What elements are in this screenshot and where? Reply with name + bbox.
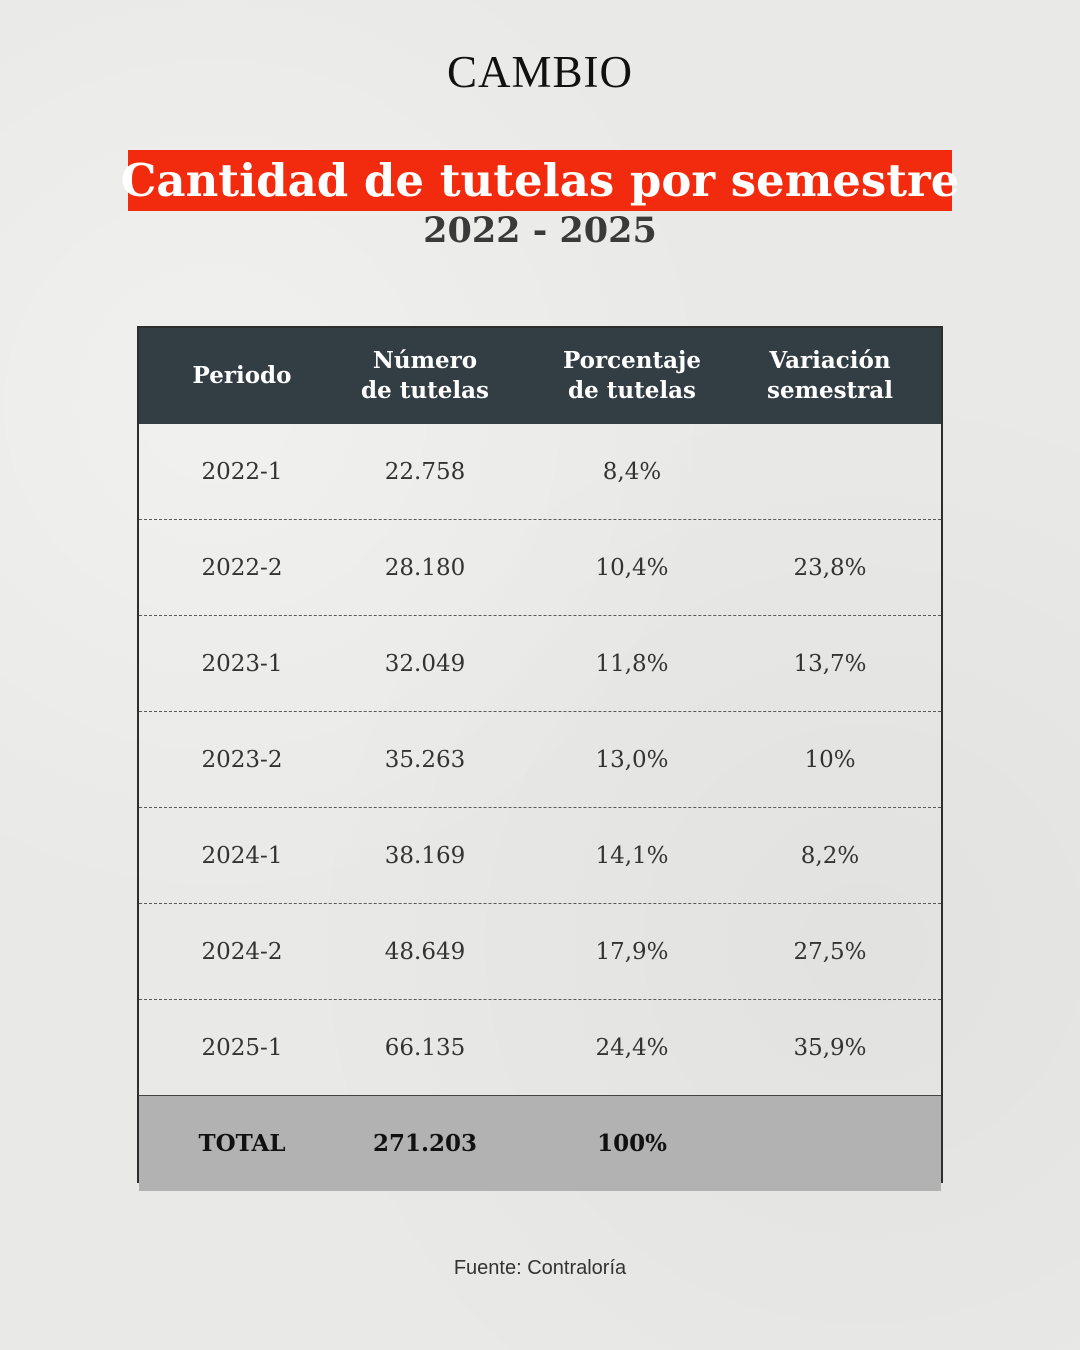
header-porcentaje: Porcentaje de tutelas [505,346,759,406]
table-body: 2022-1 22.758 8,4% 2022-2 28.180 10,4% 23,8% 20… [139,424,941,1096]
header-variacion-line-2: semestral [767,377,893,404]
table-row: 2024-1 38.169 14,1% 8,2% [139,808,941,904]
title-banner: Cantidad de tutelas por semestre [121,150,959,211]
header-periodo: Periodo [139,361,345,391]
header-variacion-line-1: Variación [769,347,891,374]
cell-periodo: 2023-2 [201,746,283,773]
cell-variacion: 13,7% [793,650,867,677]
header-variacion: Variación semestral [759,346,901,406]
header-numero-line-1: Número [372,347,478,374]
chart-subtitle: 2022 - 2025 [423,210,657,251]
cell-variacion: 35,9% [793,1034,867,1061]
cell-numero: 28.180 [384,554,466,581]
table-row: 2023-1 32.049 11,8% 13,7% [139,616,941,712]
table-row: 2023-2 35.263 13,0% 10% [139,712,941,808]
cell-porcentaje: 14,1% [595,842,669,869]
brand-logo: CAMBIO [446,47,634,97]
cell-numero: 48.649 [384,938,466,965]
table-total-row: TOTAL 271.203 100% [139,1096,941,1191]
table-row: 2024-2 48.649 17,9% 27,5% [139,904,941,1000]
total-label: TOTAL [198,1130,286,1157]
header-porcentaje-line-2: de tutelas [568,377,696,404]
header-numero-line-2: de tutelas [361,377,489,404]
cell-numero: 22.758 [384,458,466,485]
cell-periodo: 2023-1 [201,650,283,677]
source-note: Fuente: Contraloría [453,1257,627,1279]
total-numero: 271.203 [372,1130,478,1157]
cell-porcentaje: 17,9% [595,938,669,965]
cell-periodo: 2022-1 [201,458,283,485]
table-header: Periodo Número de tutelas Porcentaje de … [139,328,941,424]
cell-numero: 38.169 [384,842,466,869]
cell-periodo: 2025-1 [201,1034,283,1061]
cell-periodo: 2024-1 [201,842,283,869]
cell-variacion: 10% [804,746,856,773]
cell-porcentaje: 24,4% [595,1034,669,1061]
cell-numero: 66.135 [384,1034,466,1061]
total-porcentaje: 100% [597,1130,667,1157]
cell-porcentaje: 11,8% [595,650,669,677]
cell-porcentaje: 8,4% [602,458,662,485]
table-row: 2022-1 22.758 8,4% [139,424,941,520]
cell-numero: 32.049 [384,650,466,677]
cell-variacion: 23,8% [793,554,867,581]
chart-title: Cantidad de tutelas por semestre [120,154,960,207]
data-table: Periodo Número de tutelas Porcentaje de … [137,326,943,1191]
cell-periodo: 2024-2 [201,938,283,965]
header-numero: Número de tutelas [345,346,505,406]
header-periodo-line: Periodo [192,362,292,389]
header-porcentaje-line-1: Porcentaje [563,347,701,374]
cell-porcentaje: 13,0% [595,746,669,773]
table-row: 2025-1 66.135 24,4% 35,9% [139,1000,941,1096]
cell-numero: 35.263 [384,746,466,773]
table-row: 2022-2 28.180 10,4% 23,8% [139,520,941,616]
cell-variacion: 8,2% [800,842,860,869]
cell-porcentaje: 10,4% [595,554,669,581]
cell-variacion: 27,5% [793,938,867,965]
cell-periodo: 2022-2 [201,554,283,581]
